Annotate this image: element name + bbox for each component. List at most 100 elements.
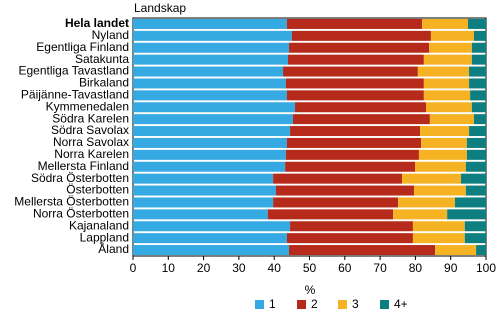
bar-segment: [415, 161, 466, 172]
y-tick-label: Hela landet: [65, 16, 129, 30]
legend-swatch: [338, 300, 347, 309]
legend-swatch: [255, 300, 264, 309]
y-tick-label: Nyland: [92, 28, 129, 42]
bar-segment: [133, 149, 286, 160]
bar-segment: [133, 209, 268, 220]
x-tick-label: 60: [338, 261, 352, 275]
x-tick-label: 70: [373, 261, 387, 275]
bar-segment: [430, 30, 474, 41]
x-tick-label: 40: [268, 261, 282, 275]
y-tick-label: Kajanaland: [69, 218, 129, 232]
bar-segment: [133, 18, 287, 29]
y-tick-label: Österbotten: [66, 183, 129, 197]
bar-segment: [473, 114, 486, 125]
bar-segment: [423, 90, 471, 101]
legend-label: 1: [269, 297, 276, 311]
bar-segment: [267, 209, 394, 220]
legend-swatch: [380, 300, 389, 309]
bar-segment: [413, 185, 466, 196]
x-tick-label: 90: [444, 261, 458, 275]
bar-segment: [289, 42, 430, 53]
bar-segment: [417, 66, 470, 77]
bar-segment: [285, 161, 416, 172]
x-axis-title: %: [305, 283, 316, 297]
bar-segment: [454, 197, 486, 208]
bar-segment: [393, 209, 448, 220]
x-tick-label: 0: [130, 261, 137, 275]
legend-label: 2: [311, 297, 318, 311]
bar-segment: [429, 42, 472, 53]
y-tick-label: Åland: [98, 241, 129, 256]
bar-segment: [419, 126, 470, 137]
bar-segment: [465, 161, 486, 172]
y-tick-label: Päijänne-Tavastland: [21, 88, 129, 102]
y-tick-label: Södra Savolax: [51, 123, 129, 137]
bar-segment: [466, 149, 486, 160]
bar-segment: [286, 90, 424, 101]
bar-segment: [418, 149, 467, 160]
x-tick-label: 30: [232, 261, 246, 275]
bar-segment: [286, 233, 413, 244]
bar-segment: [464, 221, 486, 232]
bar-segment: [133, 78, 286, 89]
bar-segment: [476, 245, 486, 256]
bar-segment: [133, 197, 274, 208]
y-axis-title: Landskap: [134, 1, 186, 15]
y-tick-label: Södra Karelen: [52, 111, 129, 125]
bar-segment: [290, 221, 413, 232]
bar-segment: [133, 185, 276, 196]
bar-segment: [133, 54, 288, 65]
legend-label: 3: [352, 297, 359, 311]
legend-swatch: [297, 300, 306, 309]
bar-segment: [273, 173, 402, 184]
bar-segment: [425, 102, 472, 113]
bar-segment: [286, 137, 422, 148]
bar-segment: [286, 18, 423, 29]
bar-segment: [295, 102, 426, 113]
bar-segment: [290, 126, 420, 137]
bar-segment: [412, 221, 465, 232]
bar-segment: [466, 137, 486, 148]
y-tick-label: Norra Österbotten: [33, 207, 129, 221]
bar-segment: [133, 173, 274, 184]
bar-segment: [467, 18, 486, 29]
bar-segment: [460, 173, 486, 184]
bar-segment: [133, 114, 293, 125]
y-tick-label: Mellersta Finland: [38, 159, 129, 173]
bar-segment: [469, 78, 486, 89]
bar-segment: [287, 54, 424, 65]
bar-segment: [464, 233, 486, 244]
bar-segment: [447, 209, 486, 220]
bar-segment: [422, 18, 468, 29]
bar-segment: [133, 90, 287, 101]
bar-segment: [285, 78, 424, 89]
legend-label: 4+: [394, 297, 408, 311]
x-tick-label: 20: [197, 261, 211, 275]
bar-segment: [133, 66, 284, 77]
bar-segment: [423, 78, 470, 89]
y-tick-label: Södra Österbotten: [31, 171, 129, 185]
bar-segment: [291, 30, 431, 41]
x-tick-label: 100: [476, 261, 496, 275]
y-tick-label: Kymmenedalen: [46, 99, 129, 113]
bar-segment: [429, 114, 474, 125]
bar-segment: [292, 114, 430, 125]
bar-segment: [465, 185, 486, 196]
bar-segment: [273, 197, 399, 208]
y-tick-label: Mellersta Österbotten: [14, 195, 129, 209]
bar-segment: [471, 42, 486, 53]
bar-segment: [133, 233, 287, 244]
bar-segment: [469, 126, 486, 137]
bar-segment: [289, 245, 436, 256]
bar-segment: [133, 42, 290, 53]
bar-segment: [133, 161, 286, 172]
plot-frame: [132, 17, 487, 257]
bar-segment: [421, 137, 467, 148]
bar-segment: [401, 173, 461, 184]
bar-segment: [283, 66, 418, 77]
x-tick-label: 50: [303, 261, 317, 275]
bar-segment: [435, 245, 477, 256]
bar-segment: [423, 54, 472, 65]
bar-segment: [133, 126, 291, 137]
bar-segment: [275, 185, 414, 196]
